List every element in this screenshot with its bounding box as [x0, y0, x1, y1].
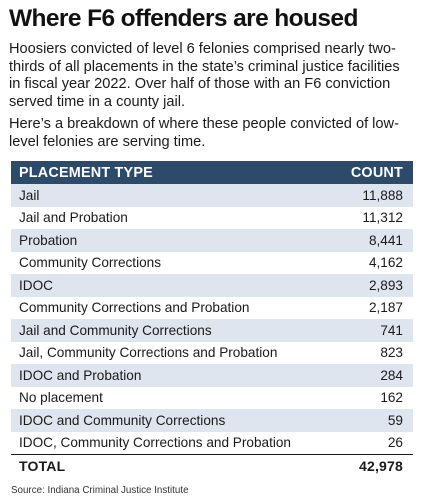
count-cell: 11,888 [329, 184, 413, 207]
table-footer: TOTAL 42,978 [11, 454, 413, 478]
count-cell: 4,162 [329, 251, 413, 274]
intro-paragraph-2: Here’s a breakdown of where these people… [9, 116, 399, 150]
count-cell: 284 [329, 364, 413, 387]
count-cell: 2,893 [329, 274, 413, 297]
table-body: Jail 11,888 Jail and Probation 11,312 Probat… [11, 184, 413, 455]
table-header: PLACEMENT TYPE COUNT [11, 161, 413, 184]
total-value: 42,978 [329, 454, 413, 478]
placement-type-cell: IDOC and Probation [11, 364, 329, 387]
placement-type-cell: Jail and Probation [11, 206, 329, 229]
placement-type-cell: Probation [11, 229, 329, 252]
count-cell: 59 [329, 409, 413, 432]
count-cell: 26 [329, 431, 413, 455]
count-cell: 162 [329, 386, 413, 409]
table-row: Probation 8,441 [11, 229, 413, 252]
placement-type-cell: Community Corrections and Probation [11, 296, 329, 319]
table-row: IDOC 2,893 [11, 274, 413, 297]
table-row: Jail 11,888 [11, 184, 413, 207]
placement-table: PLACEMENT TYPE COUNT Jail 11,888 Jail and … [11, 161, 413, 478]
column-header-placement-type: PLACEMENT TYPE [11, 161, 329, 184]
placement-type-cell: Jail, Community Corrections and Probatio… [11, 341, 329, 364]
placement-type-cell: No placement [11, 386, 329, 409]
count-cell: 8,441 [329, 229, 413, 252]
placement-type-cell: Jail [11, 184, 329, 207]
table-row: IDOC and Probation 284 [11, 364, 413, 387]
page-title: Where F6 offenders are housed [9, 5, 358, 32]
placement-type-cell: IDOC and Community Corrections [11, 409, 329, 432]
placement-type-cell: Jail and Community Corrections [11, 319, 329, 342]
total-row: TOTAL 42,978 [11, 454, 413, 478]
table-row: Jail and Community Corrections 741 [11, 319, 413, 342]
column-header-count: COUNT [329, 161, 413, 184]
table-row: IDOC, Community Corrections and Probatio… [11, 431, 413, 455]
table-row: Jail and Probation 11,312 [11, 206, 413, 229]
table-row: Community Corrections 4,162 [11, 251, 413, 274]
count-cell: 741 [329, 319, 413, 342]
intro-paragraph: Hoosiers convicted of level 6 felonies c… [9, 41, 400, 110]
table-row: IDOC and Community Corrections 59 [11, 409, 413, 432]
count-cell: 823 [329, 341, 413, 364]
placement-type-cell: IDOC [11, 274, 329, 297]
placement-type-cell: Community Corrections [11, 251, 329, 274]
count-cell: 2,187 [329, 296, 413, 319]
table-row: Jail, Community Corrections and Probatio… [11, 341, 413, 364]
total-label: TOTAL [11, 454, 329, 478]
placement-type-cell: IDOC, Community Corrections and Probatio… [11, 431, 329, 455]
source-note: Source: Indiana Criminal Justice Institu… [11, 485, 189, 496]
header-row: PLACEMENT TYPE COUNT [11, 161, 413, 184]
table-row: No placement 162 [11, 386, 413, 409]
table-row: Community Corrections and Probation 2,187 [11, 296, 413, 319]
count-cell: 11,312 [329, 206, 413, 229]
